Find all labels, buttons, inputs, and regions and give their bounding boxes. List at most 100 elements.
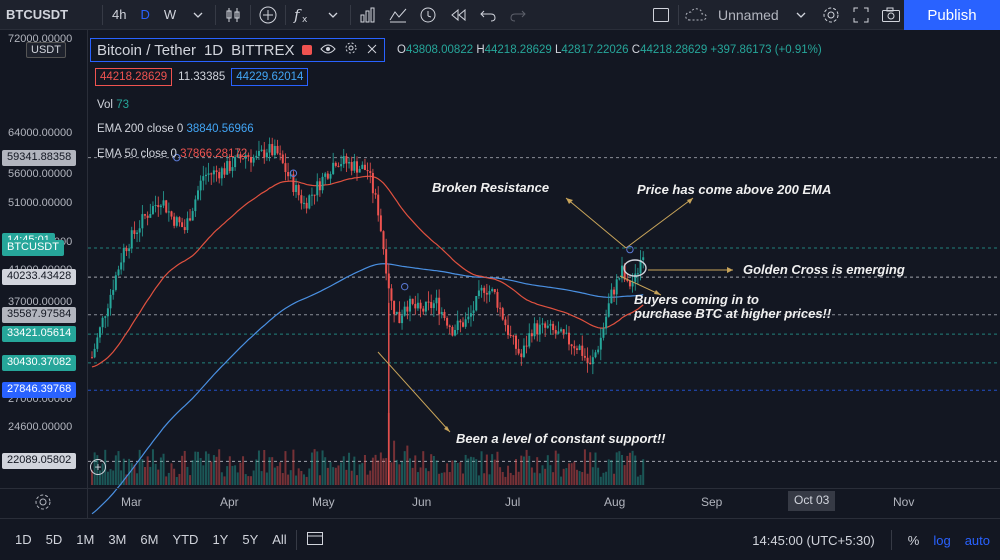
close-icon[interactable] xyxy=(366,42,378,59)
volume-bar xyxy=(594,452,597,485)
volume-bar xyxy=(639,474,642,485)
layout-icon[interactable] xyxy=(646,0,676,30)
price-tag[interactable]: BTCUSDT xyxy=(2,240,64,257)
annotation-above-ema[interactable]: Price has come above 200 EMA xyxy=(637,182,832,197)
layout-name[interactable]: Unnamed xyxy=(718,7,779,23)
compare-icon[interactable] xyxy=(383,0,413,30)
range-1y[interactable]: 1Y xyxy=(212,532,229,547)
cloud-icon[interactable] xyxy=(681,0,711,30)
annotation-buyers-1[interactable]: Buyers coming in to xyxy=(634,292,759,307)
range-1m[interactable]: 1M xyxy=(76,532,95,547)
divider xyxy=(295,529,297,550)
symbol-legend[interactable]: Bitcoin / Tether 1D BITTREX xyxy=(90,38,386,62)
add-indicator-icon[interactable] xyxy=(253,0,283,30)
log-toggle[interactable]: log xyxy=(933,532,951,548)
bid-ask-values: 44218.28629 11.33385 44229.62014 xyxy=(95,68,309,86)
volume-bar xyxy=(613,473,616,485)
candle-body xyxy=(454,329,457,336)
timezone-display[interactable]: 14:45:00 (UTC+5:30) xyxy=(752,532,875,548)
volume-bar xyxy=(194,451,197,485)
range-3m[interactable]: 3M xyxy=(108,532,127,547)
candles-icon[interactable] xyxy=(218,0,248,30)
gear-icon[interactable] xyxy=(344,41,358,59)
volume-legend[interactable]: Vol 73 xyxy=(97,99,129,111)
candle-body xyxy=(560,329,563,332)
range-5y[interactable]: 5Y xyxy=(242,532,259,547)
volume-bar xyxy=(581,472,584,485)
alert-icon[interactable] xyxy=(413,0,443,30)
volume-bar xyxy=(591,467,594,485)
golden-cross-circle xyxy=(623,259,647,277)
candle-body xyxy=(483,287,486,293)
volume-bar xyxy=(562,468,565,485)
chart-pane[interactable]: 72000.00000 USDT 64000.00000 56000.00000 5… xyxy=(0,30,1000,518)
price-tag[interactable]: 33421.05614 xyxy=(2,326,77,343)
buy-price[interactable]: 44229.62014 xyxy=(231,68,309,86)
candle-body xyxy=(231,167,234,171)
candle-body xyxy=(239,154,242,159)
volume-bar xyxy=(252,470,255,485)
redo-icon[interactable] xyxy=(503,0,533,30)
candle-body xyxy=(515,335,517,349)
publish-button[interactable]: Publish xyxy=(904,0,1000,30)
candle-body xyxy=(554,330,557,334)
volume-bar xyxy=(310,452,313,485)
chevron-down-icon[interactable] xyxy=(183,0,213,30)
currency-tag[interactable]: USDT xyxy=(26,42,66,58)
price-plot[interactable] xyxy=(88,30,1000,518)
time-axis[interactable]: Oct 03 Mar Apr May Jun Jul Aug Sep Nov xyxy=(0,488,1000,514)
price-axis-label: 51000.00000 xyxy=(8,197,73,210)
price-tag[interactable]: 59341.88358 xyxy=(2,149,77,166)
undo-icon[interactable] xyxy=(473,0,503,30)
chevron-down-icon[interactable] xyxy=(786,0,816,30)
price-tag[interactable]: 30430.37082 xyxy=(2,354,77,371)
price-tag[interactable]: 22089.05802 xyxy=(2,453,77,470)
range-all[interactable]: All xyxy=(272,532,287,547)
range-ytd[interactable]: YTD xyxy=(172,532,199,547)
price-tag[interactable]: 40233.43428 xyxy=(2,269,77,286)
range-1d[interactable]: 1D xyxy=(15,532,32,547)
auto-toggle[interactable]: auto xyxy=(964,532,990,548)
percent-toggle[interactable]: % xyxy=(907,532,920,548)
range-5d[interactable]: 5D xyxy=(45,532,63,547)
annotation-golden-cross[interactable]: Golden Cross is emerging xyxy=(743,262,905,277)
volume-bar xyxy=(469,456,472,485)
volume-bar xyxy=(318,475,321,485)
fullscreen-icon[interactable] xyxy=(846,0,876,30)
gear-icon[interactable] xyxy=(34,493,52,516)
interval-d[interactable]: D xyxy=(140,7,150,22)
bar-chart-icon[interactable] xyxy=(353,0,383,30)
chevron-down-icon[interactable] xyxy=(318,0,348,30)
replay-icon[interactable] xyxy=(443,0,473,30)
annotation-buyers-2[interactable]: purchase BTC at higher prices!! xyxy=(634,306,832,321)
arrow-head xyxy=(687,198,693,204)
candle-body xyxy=(149,214,152,218)
volume-bar xyxy=(300,470,303,485)
annotation-support[interactable]: Been a level of constant support!! xyxy=(456,431,666,446)
goto-date-icon[interactable] xyxy=(299,530,331,549)
candle-body xyxy=(517,348,520,354)
volume-bar xyxy=(159,457,162,485)
eye-icon[interactable] xyxy=(320,42,337,59)
candle-body xyxy=(398,311,401,324)
ema200-legend[interactable]: EMA 200 close 0 38840.56966 xyxy=(97,123,254,135)
spread-value: 11.33385 xyxy=(178,71,226,83)
price-tag[interactable]: 35587.97584 xyxy=(2,306,77,323)
camera-icon[interactable] xyxy=(876,0,906,30)
volume-bar xyxy=(178,473,181,485)
price-axis[interactable]: 72000.00000 USDT 64000.00000 56000.00000 5… xyxy=(0,30,88,518)
arrow-support xyxy=(377,351,451,433)
sell-price[interactable]: 44218.28629 xyxy=(95,68,173,86)
range-6m[interactable]: 6M xyxy=(140,532,159,547)
candle-body xyxy=(446,317,449,326)
annotation-broken-resistance[interactable]: Broken Resistance xyxy=(432,180,550,195)
symbol-search[interactable]: BTCUSDT xyxy=(6,7,69,22)
interval-w[interactable]: W xyxy=(163,7,177,22)
interval-4h[interactable]: 4h xyxy=(112,7,127,22)
add-icon[interactable]: + xyxy=(90,459,106,475)
ema50-legend[interactable]: EMA 50 close 0 37866.28172 xyxy=(97,148,248,160)
price-tag[interactable]: 27846.39768 xyxy=(2,382,77,399)
candle-body xyxy=(324,173,327,177)
settings-icon[interactable] xyxy=(816,0,846,30)
